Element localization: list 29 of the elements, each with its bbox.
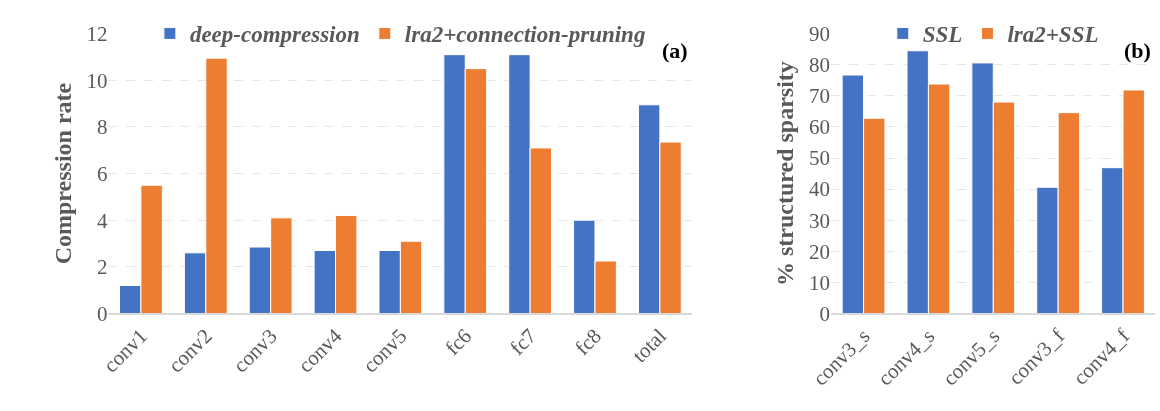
y-tick-label: 12 xyxy=(86,22,108,47)
x-tick-label: fc6 xyxy=(440,323,477,360)
y-axis-title: % structured sparsity xyxy=(772,61,799,287)
y-tick-label: 10 xyxy=(809,270,831,295)
x-tick-label: total xyxy=(627,323,671,368)
y-tick-label: 2 xyxy=(96,255,108,280)
y-tick-label: 40 xyxy=(809,177,831,202)
y-tick-label: 80 xyxy=(809,53,831,78)
x-tick-label: fc7 xyxy=(505,323,542,360)
y-tick-label: 6 xyxy=(96,161,108,186)
legend-label: deep-compression xyxy=(189,22,360,48)
annotation: (b) xyxy=(1124,38,1151,63)
legend-label: lra2+SSL xyxy=(1007,22,1099,48)
y-tick-label: 8 xyxy=(96,115,108,140)
y-tick-label: 20 xyxy=(809,239,831,264)
y-tick-label: 4 xyxy=(96,208,108,233)
legend-label: lra2+connection-pruning xyxy=(404,22,646,48)
annotation: (a) xyxy=(662,38,688,63)
y-tick-label: 10 xyxy=(86,68,108,93)
y-tick-label: 0 xyxy=(96,301,108,326)
legend-label: SSL xyxy=(922,22,963,48)
y-tick-label: 70 xyxy=(809,84,831,109)
y-tick-label: 90 xyxy=(809,22,831,47)
y-tick-label: 30 xyxy=(809,208,831,233)
y-tick-label: 50 xyxy=(809,146,831,171)
y-tick-label: 0 xyxy=(819,301,831,326)
y-tick-label: 60 xyxy=(809,115,831,140)
y-axis-title: Compression rate xyxy=(49,82,76,265)
x-tick-label: fc8 xyxy=(570,323,606,360)
